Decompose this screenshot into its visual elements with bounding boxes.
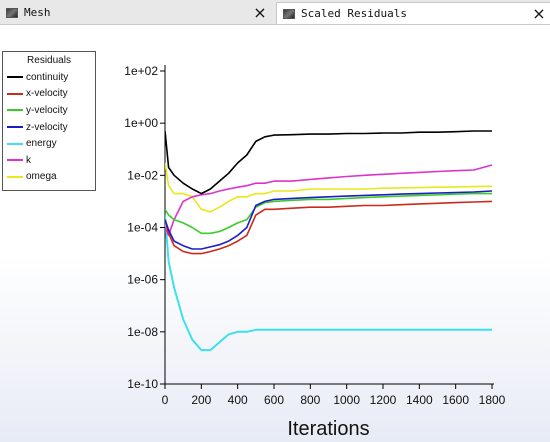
- x-tick-label: 200: [191, 393, 211, 407]
- x-tick-label: 1400: [406, 393, 433, 407]
- close-icon[interactable]: ×: [532, 3, 546, 23]
- tab-bar: Mesh × Scaled Residuals ×: [0, 0, 550, 25]
- x-tick-label: 600: [264, 393, 284, 407]
- series-line-energy: [165, 215, 492, 352]
- legend-label: y-velocity: [26, 104, 68, 116]
- y-tick-label: 1e-06: [127, 273, 158, 287]
- legend-swatch: [7, 109, 23, 112]
- legend-label: continuity: [26, 71, 69, 83]
- residuals-chart: 1e+02 1e+00 1e-02 1e-04 1e-06 1e-08 1e-10 0 200 4…: [124, 64, 506, 440]
- legend-item-continuity: continuity: [3, 69, 95, 86]
- series-line-x-velocity: [165, 200, 493, 255]
- legend-swatch: [7, 159, 23, 162]
- legend-swatch: [7, 142, 23, 145]
- tab-title: Mesh: [24, 6, 51, 19]
- legend-item-energy: energy: [3, 135, 95, 152]
- legend-swatch: [7, 76, 23, 79]
- legend-item-x-velocity: x-velocity: [3, 86, 95, 103]
- x-tick-label: 1200: [370, 393, 397, 407]
- tab-scaled-residuals[interactable]: Scaled Residuals ×: [276, 2, 550, 24]
- x-tick-label: 1600: [442, 393, 469, 407]
- series-line-y-velocity: [165, 192, 492, 235]
- close-icon[interactable]: ×: [253, 2, 267, 22]
- series-line-continuity: [165, 130, 492, 195]
- plot-area: 1e+02 1e+00 1e-02 1e-04 1e-06 1e-08 1e-10 0 200 4…: [0, 25, 550, 442]
- series-line-z-velocity: [165, 190, 493, 250]
- x-tick-label: 1000: [333, 393, 360, 407]
- legend-swatch: [7, 92, 23, 95]
- legend-label: x-velocity: [26, 88, 68, 100]
- legend-label: omega: [26, 171, 57, 183]
- y-tick-label: 1e+02: [124, 64, 158, 78]
- y-tick-label: 1e+00: [124, 116, 158, 130]
- y-tick-label: 1e-02: [127, 168, 158, 182]
- window-icon: [283, 8, 295, 19]
- legend-title: Residuals: [27, 55, 71, 66]
- y-tick-label: 1e-04: [127, 221, 158, 235]
- window-icon: [6, 7, 18, 18]
- series-line-omega: [165, 162, 493, 213]
- legend-item-y-velocity: y-velocity: [3, 102, 95, 119]
- legend-item-omega: omega: [3, 169, 95, 186]
- y-tick-label: 1e-08: [127, 325, 158, 339]
- series-line-k: [165, 164, 493, 237]
- legend-item-z-velocity: z-velocity: [3, 119, 95, 136]
- legend: Residuals continuity x-velocity y-velocity…: [2, 51, 96, 191]
- legend-label: k: [26, 154, 31, 166]
- tab-title: Scaled Residuals: [301, 7, 407, 20]
- legend-item-k: k: [3, 152, 95, 169]
- x-tick-label: 400: [228, 393, 248, 407]
- legend-label: energy: [26, 138, 57, 150]
- tab-mesh[interactable]: Mesh ×: [0, 2, 272, 23]
- x-axis-label: Iterations: [287, 418, 369, 440]
- x-tick-label: 0: [162, 393, 169, 407]
- x-tick-label: 1800: [479, 393, 506, 407]
- legend-swatch: [7, 126, 23, 129]
- x-tick-label: 800: [300, 393, 320, 407]
- legend-swatch: [7, 175, 23, 178]
- legend-label: z-velocity: [26, 121, 68, 133]
- y-tick-label: 1e-10: [127, 377, 158, 391]
